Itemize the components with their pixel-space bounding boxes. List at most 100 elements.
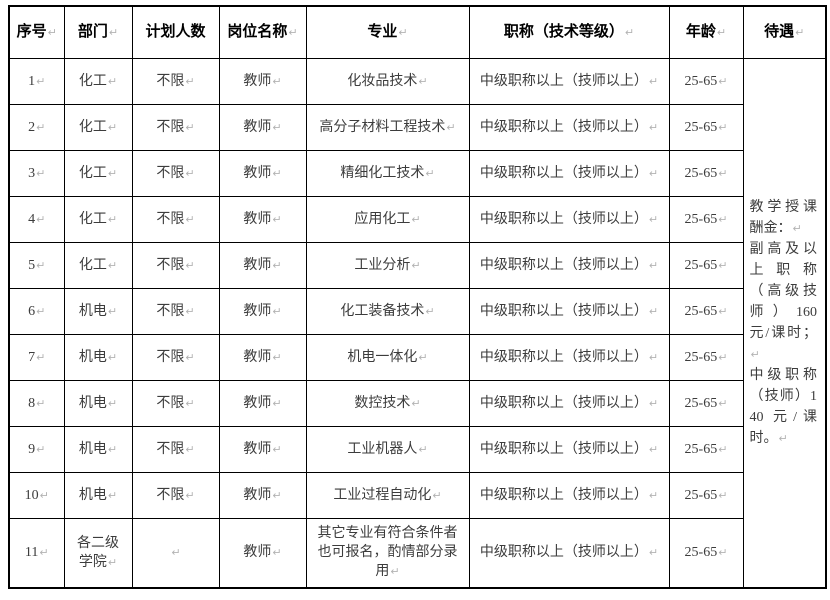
paragraph-mark-icon: ↵ — [718, 442, 728, 456]
paragraph-mark-icon: ↵ — [750, 347, 760, 361]
table-row: 1↵ 化工↵ 不限↵ 教师↵ 化妆品技术↵ 中级职称以上（技师以上）↵ 25-6… — [8, 57, 827, 589]
cell-text: 不限 — [156, 73, 185, 89]
cell-text: 25-65 — [684, 165, 718, 181]
header-title: 职称（技术等级）↵ — [468, 5, 670, 59]
paragraph-mark-icon: ↵ — [272, 74, 282, 88]
cell-text: 3 — [28, 165, 36, 181]
header-treatment: 待遇↵ — [742, 5, 827, 59]
cell-text: 25-65 — [684, 487, 718, 503]
cell-text: 中级职称以上（技师以上） — [479, 73, 648, 89]
cell-seq: 8↵ — [8, 379, 65, 427]
cell-age: 25-65↵ — [668, 103, 744, 151]
cell-text: 不限 — [156, 395, 185, 411]
cell-plan: 不限↵ — [131, 103, 220, 151]
cell-title: 中级职称以上（技师以上）↵ — [468, 471, 670, 519]
header-label: 职称（技术等级） — [503, 23, 624, 40]
cell-text: 工业分析 — [354, 257, 411, 273]
paragraph-mark-icon: ↵ — [185, 304, 195, 318]
paragraph-mark-icon: ↵ — [795, 25, 805, 39]
cell-text: 其它专业有符合条件者也可报名，酌情部分录用 — [317, 526, 458, 580]
cell-text: 25-65 — [684, 119, 718, 135]
table-row: 3↵ 化工↵ 不限↵ 教师↵ 精细化工技术↵ 中级职称以上（技师以上）↵ 25-… — [8, 149, 826, 197]
cell-major: 精细化工技术↵ — [305, 149, 470, 197]
cell-text: 教师 — [243, 211, 272, 227]
paragraph-mark-icon: ↵ — [107, 304, 118, 318]
paragraph-mark-icon: ↵ — [390, 565, 400, 579]
paragraph-mark-icon: ↵ — [107, 396, 118, 410]
cell-text: 1 — [28, 73, 36, 89]
cell-text: 中级职称以上（技师以上） — [479, 211, 648, 227]
table-row: 11↵ 各二级学院↵ ↵ 教师↵ 其它专业有符合条件者也可报名，酌情部分录用↵ … — [8, 517, 826, 589]
cell-seq: 4↵ — [8, 195, 65, 243]
cell-post: 教师↵ — [218, 103, 307, 151]
treatment-paragraph: 中级职称（技师）140 元/课时。↵ — [750, 365, 818, 449]
cell-major: 工业机器人↵ — [305, 425, 470, 473]
cell-title: 中级职称以上（技师以上）↵ — [468, 379, 670, 427]
paragraph-mark-icon: ↵ — [185, 74, 195, 88]
cell-major: 数控技术↵ — [305, 379, 470, 427]
cell-age: 25-65↵ — [668, 379, 744, 427]
cell-treatment: 教学授课酬金：↵ 副高及以上职称（高级技师）160 元/课时；↵ 中级职称（技师… — [742, 57, 827, 589]
paragraph-mark-icon: ↵ — [36, 258, 46, 272]
cell-text: 11 — [24, 545, 39, 561]
cell-text: 25-65 — [684, 257, 718, 273]
cell-text: 化工 — [78, 211, 107, 227]
header-row: 序号↵ 部门↵ 计划人数 岗位名称↵ 专业↵ 职称（技术等级）↵ 年龄↵ 待遇↵ — [8, 5, 827, 59]
cell-text: 数控技术 — [354, 395, 411, 411]
paragraph-mark-icon: ↵ — [648, 120, 659, 134]
cell-dept: 机电↵ — [63, 425, 133, 473]
cell-text: 不限 — [156, 257, 185, 273]
cell-text: 化工 — [78, 119, 107, 135]
cell-title: 中级职称以上（技师以上）↵ — [468, 103, 670, 151]
cell-age: 25-65↵ — [668, 517, 744, 589]
table-header: 序号↵ 部门↵ 计划人数 岗位名称↵ 专业↵ 职称（技术等级）↵ 年龄↵ 待遇↵ — [8, 5, 827, 59]
cell-plan: ↵ — [131, 517, 220, 589]
cell-text: 4 — [28, 211, 36, 227]
cell-title: 中级职称以上（技师以上）↵ — [468, 241, 670, 289]
cell-dept: 机电↵ — [63, 379, 133, 427]
paragraph-mark-icon: ↵ — [272, 120, 282, 134]
cell-text: 中级职称以上（技师以上） — [479, 441, 648, 457]
paragraph-mark-icon: ↵ — [39, 488, 49, 502]
cell-text: 化工 — [78, 73, 107, 89]
cell-major: 应用化工↵ — [305, 195, 470, 243]
paragraph-mark-icon: ↵ — [648, 166, 659, 180]
cell-text: 教师 — [243, 165, 272, 181]
paragraph-mark-icon: ↵ — [272, 258, 282, 272]
cell-text: 教师 — [243, 119, 272, 135]
paragraph-mark-icon: ↵ — [272, 488, 282, 502]
cell-major: 其它专业有符合条件者也可报名，酌情部分录用↵ — [305, 517, 470, 589]
cell-title: 中级职称以上（技师以上）↵ — [468, 149, 670, 197]
table-row: 4↵ 化工↵ 不限↵ 教师↵ 应用化工↵ 中级职称以上（技师以上）↵ 25-65… — [8, 195, 826, 243]
cell-age: 25-65↵ — [668, 333, 744, 381]
cell-post: 教师↵ — [218, 379, 307, 427]
paragraph-mark-icon: ↵ — [648, 212, 659, 226]
paragraph-mark-icon: ↵ — [648, 304, 659, 318]
cell-text: 应用化工 — [354, 211, 411, 227]
paragraph-mark-icon: ↵ — [398, 25, 408, 39]
header-post: 岗位名称↵ — [218, 5, 307, 59]
paragraph-mark-icon: ↵ — [446, 120, 456, 134]
cell-seq: 2↵ — [8, 103, 65, 151]
cell-text: 教师 — [243, 73, 272, 89]
cell-text: 25-65 — [684, 441, 718, 457]
cell-age: 25-65↵ — [668, 287, 744, 335]
cell-text: 9 — [28, 441, 36, 457]
cell-text: 不限 — [156, 303, 185, 319]
paragraph-mark-icon: ↵ — [36, 212, 46, 226]
paragraph-mark-icon: ↵ — [425, 304, 435, 318]
cell-seq: 1↵ — [8, 57, 65, 105]
cell-text: 机电 — [78, 487, 107, 503]
paragraph-mark-icon: ↵ — [107, 120, 118, 134]
table-row: 2↵ 化工↵ 不限↵ 教师↵ 高分子材料工程技术↵ 中级职称以上（技师以上）↵ … — [8, 103, 826, 151]
paragraph-mark-icon: ↵ — [107, 350, 118, 364]
cell-age: 25-65↵ — [668, 57, 744, 105]
cell-text: 教师 — [243, 395, 272, 411]
header-age: 年龄↵ — [668, 5, 744, 59]
paragraph-mark-icon: ↵ — [418, 350, 428, 364]
paragraph-mark-icon: ↵ — [185, 350, 195, 364]
cell-text: 中级职称以上（技师以上） — [479, 257, 648, 273]
paragraph-mark-icon: ↵ — [47, 25, 57, 39]
cell-post: 教师↵ — [218, 287, 307, 335]
cell-title: 中级职称以上（技师以上）↵ — [468, 287, 670, 335]
